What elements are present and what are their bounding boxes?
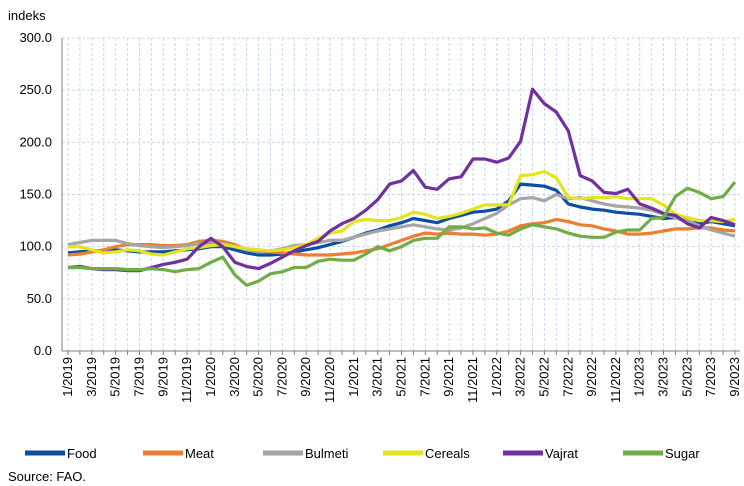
x-tick-label: 3/2022	[513, 357, 528, 397]
y-tick-label: 100.0	[19, 239, 52, 254]
x-tick-label: 11/2019	[179, 357, 194, 403]
x-tick-label: 1/2023	[632, 357, 647, 397]
x-tick-label: 5/2021	[394, 357, 409, 397]
x-tick-label: 3/2023	[656, 357, 671, 397]
x-tick-label: 7/2021	[417, 357, 432, 397]
series-line	[67, 192, 736, 254]
x-tick-label: 1/2022	[489, 357, 504, 397]
x-tick-label: 9/2021	[441, 357, 456, 397]
x-tick-label: 3/2020	[227, 357, 242, 397]
x-tick-label: 7/2022	[560, 357, 575, 397]
y-tick-label: 50.0	[27, 291, 52, 306]
series-line	[67, 87, 736, 273]
y-tick-label: 0.0	[34, 343, 52, 358]
x-tick-label: 5/2022	[536, 357, 551, 397]
x-tick-label: 1/2020	[203, 357, 218, 397]
x-tick-label: 5/2019	[108, 357, 123, 397]
y-tick-label: 250.0	[19, 82, 52, 97]
legend-label: Vajrat	[545, 446, 578, 461]
y-tick-label: 300.0	[19, 30, 52, 45]
y-tick-label: 150.0	[19, 187, 52, 202]
x-tick-label: 9/2023	[727, 357, 742, 397]
x-tick-label: 5/2020	[251, 357, 266, 397]
legend-label: Food	[67, 446, 97, 461]
x-tick-label: 7/2019	[131, 357, 146, 397]
x-tick-label: 9/2022	[584, 357, 599, 397]
series-line	[68, 180, 737, 287]
x-tick-label: 1/2019	[60, 357, 75, 397]
x-tick-label: 3/2021	[370, 357, 385, 397]
x-tick-label: 9/2019	[155, 357, 170, 397]
legend-label: Sugar	[665, 446, 700, 461]
x-tick-label: 7/2023	[703, 357, 718, 397]
x-tick-label: 3/2019	[84, 357, 99, 397]
legend-label: Meat	[185, 446, 214, 461]
x-tick-label: 1/2021	[346, 357, 361, 397]
x-tick-label: 11/2022	[608, 357, 623, 403]
x-tick-label: 9/2020	[298, 357, 313, 397]
series-line	[68, 169, 736, 257]
legend-label: Cereals	[425, 446, 470, 461]
legend-label: Bulmeti	[305, 446, 348, 461]
source: Source: FAO.	[8, 469, 86, 484]
x-tick-label: 11/2020	[322, 357, 337, 403]
y-tick-label: 200.0	[19, 134, 52, 149]
x-tick-label: 7/2020	[274, 357, 289, 397]
y-axis-label: indeks	[8, 8, 46, 23]
x-tick-label: 5/2023	[679, 357, 694, 397]
x-tick-label: 11/2021	[465, 357, 480, 403]
